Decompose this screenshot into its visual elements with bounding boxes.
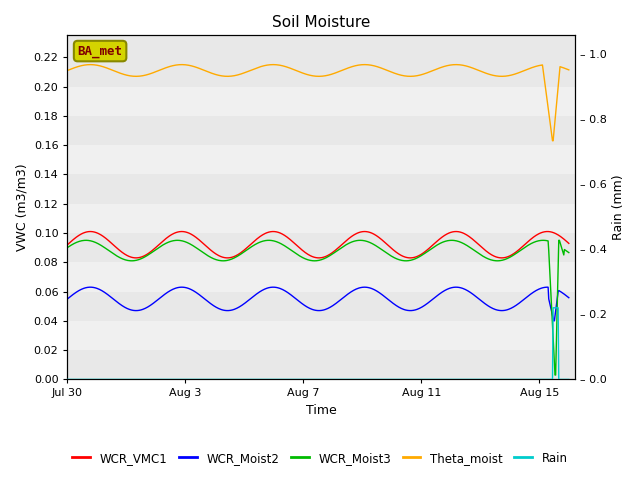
Bar (67, 116, 575, 145)
Legend: WCR_VMC1, WCR_Moist2, WCR_Moist3, Theta_moist, Rain: WCR_VMC1, WCR_Moist2, WCR_Moist3, Theta_… (68, 447, 572, 469)
Bar (67, 262, 575, 291)
Bar (67, 204, 575, 233)
Bar (67, 233, 575, 262)
X-axis label: Time: Time (306, 404, 337, 417)
Bar (67, 174, 575, 204)
Bar (67, 291, 575, 321)
Bar (67, 145, 575, 174)
Bar (67, 321, 575, 350)
Bar (67, 86, 575, 116)
Y-axis label: VWC (m3/m3): VWC (m3/m3) (15, 164, 28, 251)
Y-axis label: Rain (mm): Rain (mm) (612, 175, 625, 240)
Text: BA_met: BA_met (77, 45, 123, 58)
Bar (67, 350, 575, 379)
Bar (67, 57, 575, 86)
Title: Soil Moisture: Soil Moisture (272, 15, 371, 30)
